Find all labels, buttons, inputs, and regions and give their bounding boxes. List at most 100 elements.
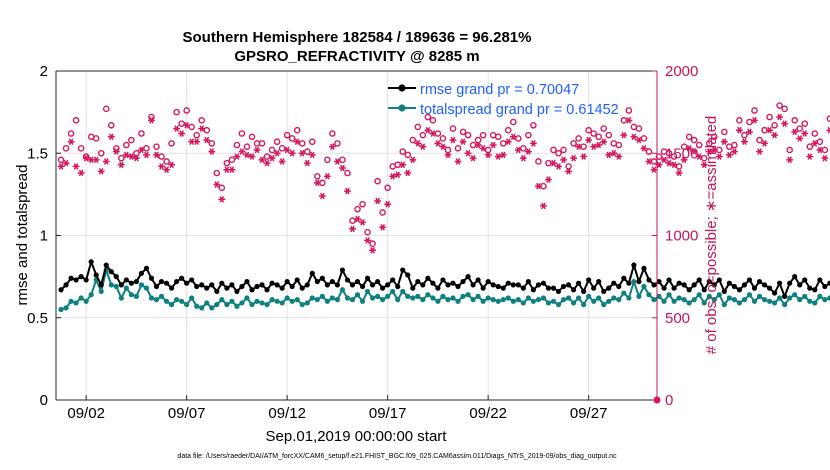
obs-assimilated-point <box>233 153 241 160</box>
obs-assimilated-point <box>710 146 718 154</box>
obs-assimilated-point <box>288 149 296 157</box>
obs-assimilated-point <box>459 138 467 146</box>
totalspread-point <box>621 290 627 296</box>
rmse-point <box>158 278 165 285</box>
obs-assimilated-point <box>746 128 753 136</box>
rmse-point <box>234 288 240 295</box>
obs-assimilated-point <box>695 153 703 160</box>
obs-possible-point <box>414 123 422 131</box>
series-totalspread <box>58 266 830 313</box>
x-tick-label: 09/27 <box>570 405 608 422</box>
obs-assimilated-point <box>640 144 648 152</box>
obs-possible-point <box>67 130 75 137</box>
totalspread-point <box>309 295 315 301</box>
rmse-point <box>626 280 632 286</box>
obs-assimilated-point <box>675 169 683 177</box>
rmse-point <box>435 285 441 291</box>
rmse-point <box>596 278 602 285</box>
obs-possible-point <box>615 141 623 149</box>
totalspread-point <box>515 297 521 303</box>
obs-possible-point <box>640 135 648 142</box>
obs-assimilated-point <box>680 156 688 164</box>
totalspread-point <box>259 300 265 306</box>
rmse-point <box>550 285 557 291</box>
rmse-point <box>58 287 64 293</box>
obs-possible-point <box>419 131 427 139</box>
rmse-point <box>425 275 431 281</box>
rmse-point <box>651 282 657 288</box>
obs-assimilated-point <box>303 159 311 167</box>
totalspread-point <box>113 283 119 290</box>
obs-possible-point <box>705 140 713 147</box>
chart-title-line1: Southern Hemisphere 182584 / 189636 = 96… <box>183 29 532 46</box>
obs-possible-point <box>62 145 70 152</box>
totalspread-point <box>586 293 592 299</box>
rmse-point <box>751 285 758 291</box>
rmse-point <box>460 278 466 285</box>
obs-assimilated-point <box>354 215 361 223</box>
totalspread-point <box>415 293 421 299</box>
totalspread-point <box>385 293 391 299</box>
obs-possible-point <box>655 153 663 160</box>
rmse-point <box>259 282 265 288</box>
totalspread-point <box>565 295 572 301</box>
obs-assimilated-point <box>429 130 437 137</box>
totalspread-point <box>194 303 200 309</box>
obs-assimilated-point <box>193 138 201 146</box>
x-tick-label: 09/07 <box>168 405 206 422</box>
rmse-point <box>334 282 341 288</box>
obs-possible-point <box>303 148 311 155</box>
obs-possible-point <box>575 135 582 142</box>
totalspread-point <box>143 285 150 291</box>
chart-title-line2: GPSRO_REFRACTIVITY @ 8285 m <box>234 48 479 65</box>
rmse-point <box>73 277 79 283</box>
rmse-point <box>214 288 220 295</box>
obs-possible-point <box>665 149 673 157</box>
y-left-tick-label: 1.5 <box>27 145 48 162</box>
obs-possible-point <box>263 153 271 160</box>
obs-possible-point <box>439 135 447 142</box>
obs-assimilated-point <box>761 140 768 147</box>
rmse-point <box>430 280 436 286</box>
obs-possible-point <box>173 108 180 116</box>
rmse-point <box>766 285 773 291</box>
y-axis-right: 0 500 1000 1500 2000 <box>652 63 698 409</box>
obs-assimilated-point <box>660 156 668 164</box>
obs-assimilated-point <box>529 140 537 147</box>
obs-assimilated-point <box>499 151 507 159</box>
totalspread-point <box>375 293 381 299</box>
rmse-point <box>364 275 371 281</box>
obs-possible-point <box>731 141 738 149</box>
rmse-point <box>470 282 476 288</box>
obs-assimilated-point <box>389 172 397 180</box>
y-axis-right-label: # of obs: o=possible; ∗=assimilated <box>703 116 720 355</box>
obs-assimilated-point <box>519 154 527 162</box>
obs-possible-point <box>248 133 256 141</box>
rmse-point <box>274 282 280 288</box>
series-obs-possible <box>57 102 830 248</box>
obs-possible-point <box>278 145 286 152</box>
obs-assimilated-point <box>308 151 316 159</box>
obs-assimilated-point <box>369 246 376 254</box>
totalspread-point <box>470 297 476 303</box>
rmse-point <box>249 287 255 293</box>
obs-possible-point <box>183 107 190 114</box>
obs-possible-point <box>565 163 572 170</box>
rmse-point <box>395 283 401 290</box>
obs-possible-point <box>710 133 718 141</box>
totalspread-point <box>400 288 406 295</box>
obs-assimilated-point <box>133 154 140 162</box>
obs-assimilated-point <box>580 153 588 160</box>
rmse-point <box>279 285 285 291</box>
totalspread-point <box>616 297 622 303</box>
obs-assimilated-point <box>806 153 814 160</box>
obs-possible-point <box>168 140 175 147</box>
rmse-point <box>314 278 320 285</box>
obs-assimilated-point <box>298 149 306 157</box>
rmse-point <box>520 285 526 291</box>
obs-assimilated-point <box>595 141 603 149</box>
totalspread-point <box>661 298 667 304</box>
obs-assimilated-point <box>469 154 477 162</box>
totalspread-point <box>294 297 300 303</box>
totalspread-point <box>681 297 687 303</box>
